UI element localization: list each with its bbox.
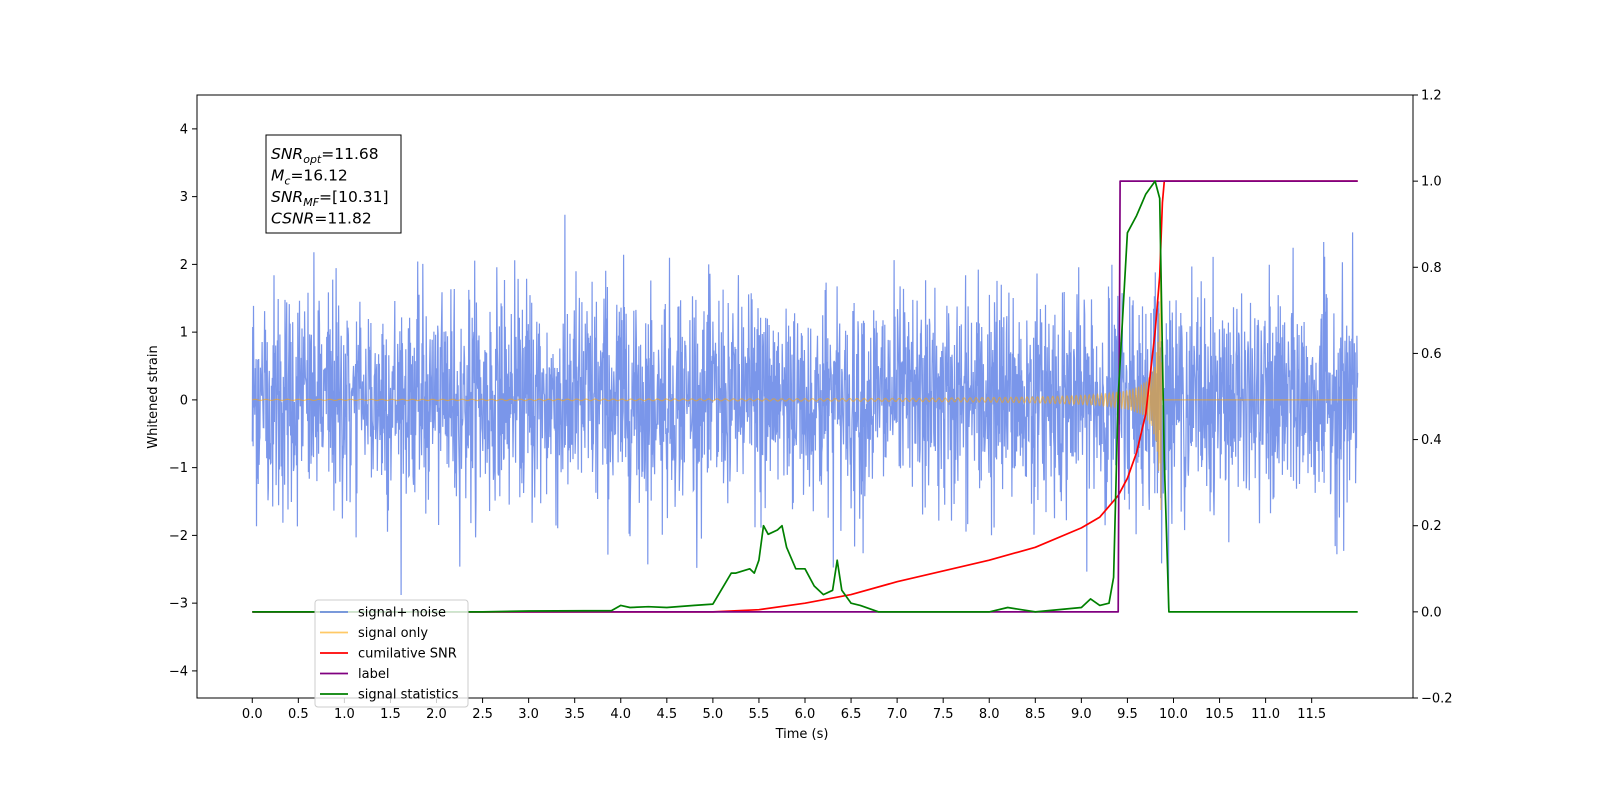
y-right-tick-label: −0.2 xyxy=(1421,692,1453,707)
y-left-tick-label: −2 xyxy=(169,529,188,544)
series-layer xyxy=(251,180,1359,613)
y-right-tick-label: 0.6 xyxy=(1421,347,1442,362)
y-axis-left: −4 −3 −2 −1 0 1 2 3 4 xyxy=(169,122,197,679)
x-tick-label: 3.0 xyxy=(518,707,539,722)
x-tick-label: 2.0 xyxy=(426,707,447,722)
x-tick-label: 10.0 xyxy=(1159,707,1188,722)
x-tick-label: 6.0 xyxy=(795,707,816,722)
x-tick-label: 3.5 xyxy=(564,707,585,722)
y-right-tick-label: 1.2 xyxy=(1421,89,1442,104)
x-tick-label: 4.0 xyxy=(610,707,631,722)
x-tick-label: 5.5 xyxy=(749,707,770,722)
y-left-tick-label: 0 xyxy=(180,393,188,408)
y-left-tick-label: −3 xyxy=(169,597,188,612)
y-axis-label: Whitened strain xyxy=(146,345,161,448)
x-tick-label: 7.0 xyxy=(887,707,908,722)
y-right-tick-label: 1.0 xyxy=(1421,175,1442,190)
annotation-frame xyxy=(265,134,402,234)
legend-frame xyxy=(314,599,469,708)
legend-entry: signal only xyxy=(358,626,428,641)
y-right-tick-label: 0.2 xyxy=(1421,519,1442,534)
annotation-line: CSNR=11.82 xyxy=(271,210,372,228)
y-left-tick-label: −4 xyxy=(169,664,188,679)
legend-entry: signal statistics xyxy=(358,688,459,703)
y-right-tick-label: 0.0 xyxy=(1421,605,1442,620)
x-tick-label: 7.5 xyxy=(933,707,954,722)
annotation-box: SNRopt=11.68Mc=16.12SNRMF=[10.31]CSNR=11… xyxy=(265,134,402,234)
x-tick-label: 0.0 xyxy=(242,707,263,722)
x-tick-label: 2.5 xyxy=(472,707,493,722)
annotation-line: SNRopt=11.68 xyxy=(271,145,379,166)
x-tick-label: 6.5 xyxy=(841,707,862,722)
series-label-line xyxy=(252,180,1358,613)
x-tick-label: 9.0 xyxy=(1071,707,1092,722)
series-signal-only-line xyxy=(252,266,1358,511)
legend-entry: cumilative SNR xyxy=(358,647,457,662)
annotation-line: SNRMF=[10.31] xyxy=(271,188,389,209)
legend-entry: signal+ noise xyxy=(358,606,446,621)
x-tick-label: 0.5 xyxy=(288,707,309,722)
x-tick-label: 5.0 xyxy=(703,707,724,722)
x-tick-label: 10.5 xyxy=(1205,707,1234,722)
y-left-tick-label: 2 xyxy=(180,258,188,273)
x-tick-label: 9.5 xyxy=(1117,707,1138,722)
legend: signal+ noise signal only cumilative SNR la… xyxy=(314,599,469,708)
y-right-tick-label: 0.4 xyxy=(1421,433,1442,448)
y-right-tick-label: 0.8 xyxy=(1421,261,1442,276)
x-tick-label: 1.5 xyxy=(380,707,401,722)
y-left-tick-label: 1 xyxy=(180,326,188,341)
x-axis-label: Time (s) xyxy=(775,727,829,742)
x-tick-label: 11.5 xyxy=(1297,707,1326,722)
x-tick-label: 4.5 xyxy=(656,707,677,722)
annotation-line: Mc=16.12 xyxy=(271,167,348,188)
y-axis-right: −0.2 0.0 0.2 0.4 0.6 0.8 1.0 1.2 xyxy=(1413,89,1453,707)
y-left-tick-label: 4 xyxy=(180,122,188,137)
series-signal-statistics-line xyxy=(252,180,1358,613)
y-left-tick-label: 3 xyxy=(180,190,188,205)
x-tick-label: 8.5 xyxy=(1025,707,1046,722)
series-cumilative-snr-line xyxy=(252,180,1358,613)
legend-entry: label xyxy=(358,667,389,682)
x-axis: 0.0 0.5 1.0 1.5 2.0 2.5 3.0 3.5 4.0 4.5 5.0 5.5 6.0 6… xyxy=(242,698,1326,722)
x-tick-label: 11.0 xyxy=(1251,707,1280,722)
x-tick-label: 8.0 xyxy=(979,707,1000,722)
y-left-tick-label: −1 xyxy=(169,461,188,476)
x-tick-label: 1.0 xyxy=(334,707,355,722)
series-signal-noise-line xyxy=(251,214,1359,609)
